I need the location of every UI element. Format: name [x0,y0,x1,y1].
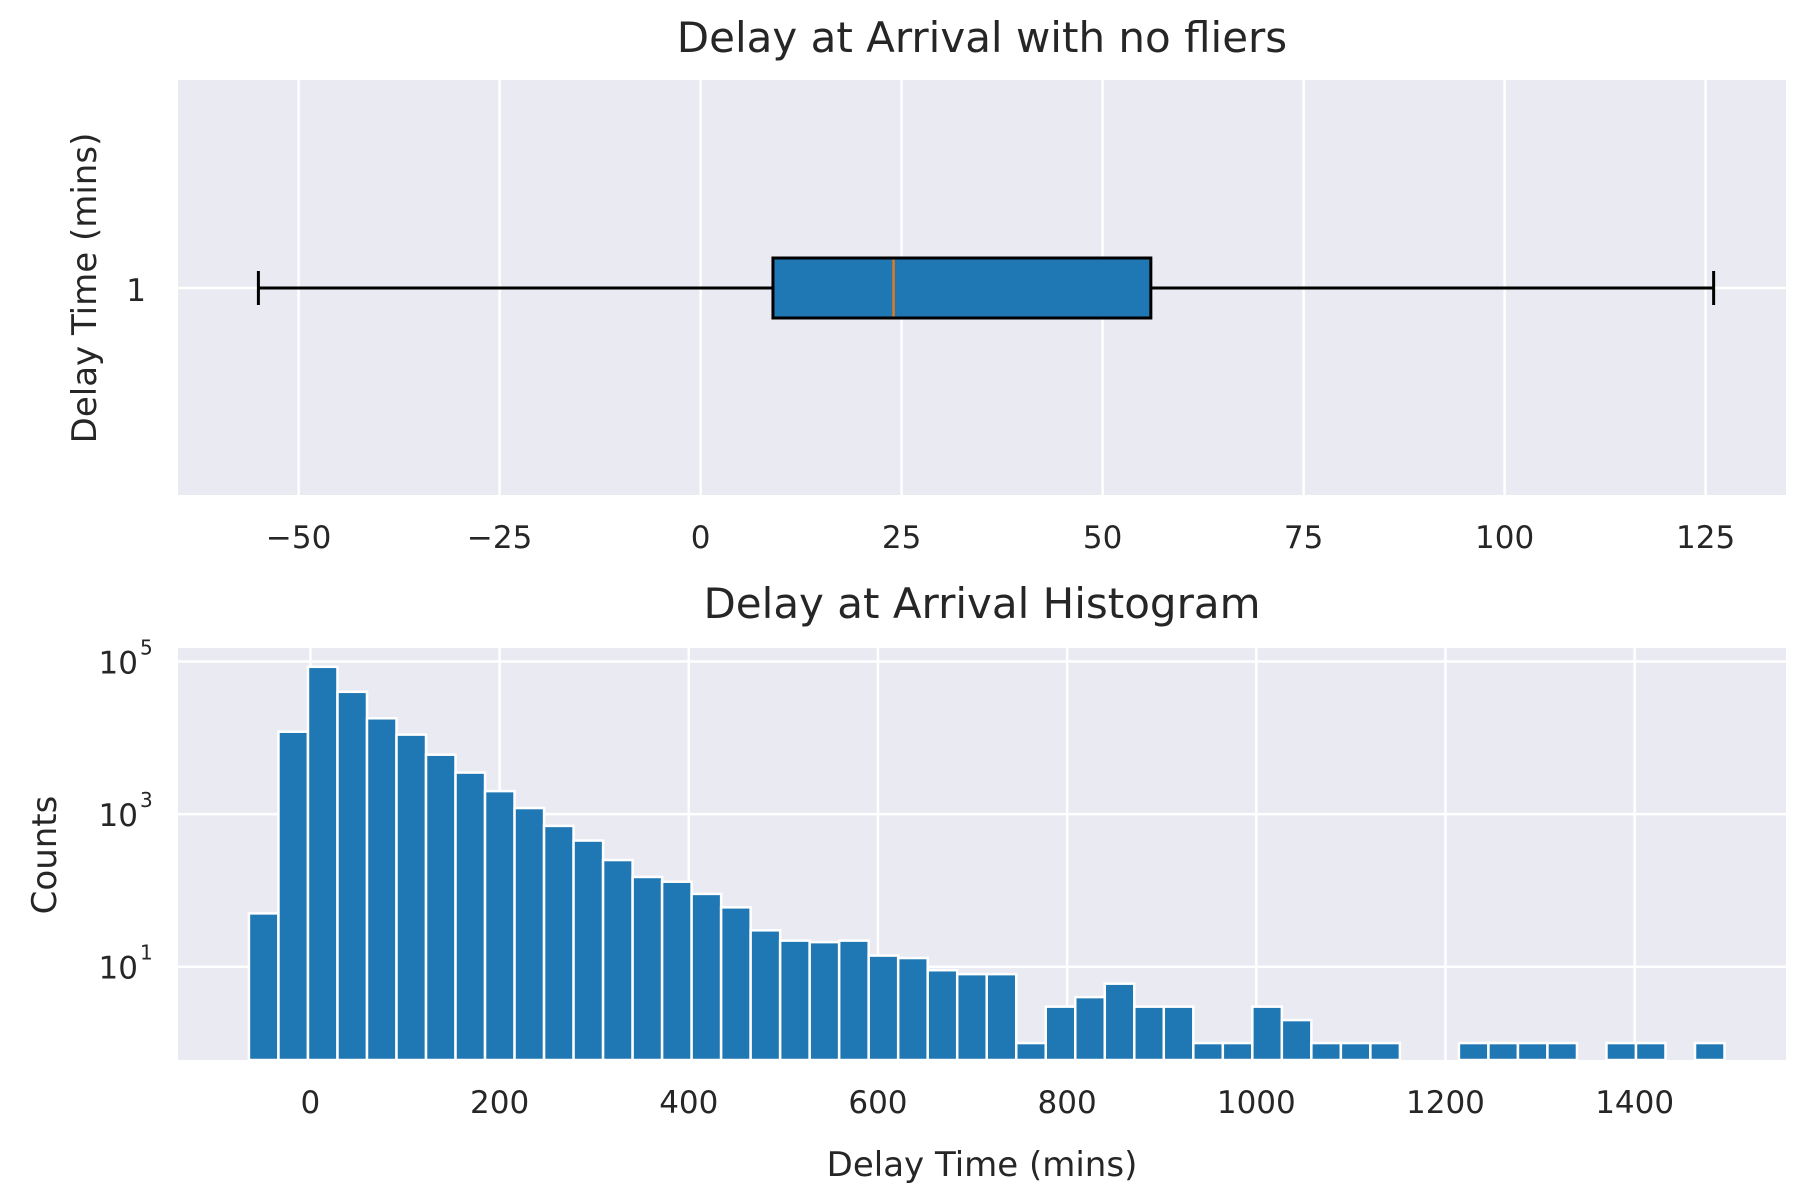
histogram-bar [1280,1018,1313,1062]
histogram-y-tick-label: 10 [99,645,138,681]
histogram-x-tick-label: 800 [1038,1085,1097,1121]
histogram-bar [896,956,929,1062]
histogram-bar [483,789,516,1062]
histogram-bar [1251,1005,1284,1062]
histogram-title: Delay at Arrival Histogram [703,579,1260,628]
histogram-bar [1457,1041,1490,1062]
histogram-bar [778,939,811,1062]
boxplot-x-tick-label: 50 [1083,520,1122,556]
histogram-bar [1221,1041,1254,1062]
histogram-bar [365,717,398,1062]
histogram-bar [1133,1005,1166,1062]
boxplot-x-tick-label: −50 [266,520,331,556]
histogram-bar [572,839,605,1062]
boxplot-x-tick-label: 25 [882,520,921,556]
histogram-bar [1634,1041,1667,1062]
boxplot-x-tick-label: 75 [1284,520,1323,556]
histogram-bar [336,690,369,1062]
histogram-bar [660,880,693,1062]
histogram-bar [277,730,310,1062]
boxplot-y-axis-label: Delay Time (mins) [65,133,105,444]
histogram-x-tick-label: 1400 [1595,1085,1674,1121]
histogram-bar [1339,1041,1372,1062]
histogram-y-tick-label: 10 [99,798,138,834]
histogram-bar [1162,1005,1195,1062]
boxplot-title: Delay at Arrival with no fliers [677,13,1287,62]
histogram-y-tick-exponent: 5 [140,635,153,659]
histogram-y-tick-label: 10 [99,951,138,987]
histogram-x-tick-label: 1200 [1406,1085,1485,1121]
histogram-bar [1192,1041,1225,1062]
histogram-x-tick-label: 1000 [1217,1085,1296,1121]
histogram-bar [837,939,870,1062]
histogram-bar [1516,1041,1549,1062]
histogram-bar [1044,1005,1077,1062]
boxplot-x-tick-label: 100 [1475,520,1534,556]
boxplot-x-tick-label: 0 [691,520,711,556]
histogram-y-tick-exponent: 3 [140,788,153,812]
histogram-bar [985,972,1018,1062]
histogram-bar [424,753,457,1062]
histogram-bar [542,824,575,1062]
histogram-bar [601,858,634,1062]
boxplot-panel: −50 −25 0 25 50 75 100 125 1 Delay at Arrival w… [65,13,1786,556]
histogram-x-tick-label: 400 [659,1085,718,1121]
histogram-bar [306,665,339,1062]
histogram-bar [808,940,841,1062]
histogram-bar [867,954,900,1062]
histogram-x-tick-labels: 0 200 400 600 800 1000 1200 1400 [301,1085,1675,1121]
histogram-x-tick-label: 0 [301,1085,321,1121]
histogram-bar [1693,1041,1726,1062]
histogram-bar [926,968,959,1062]
histogram-bars [247,665,1726,1062]
boxplot-x-tick-label: −25 [467,520,532,556]
histogram-bar [631,875,664,1062]
histogram-bar [513,806,546,1062]
histogram-x-tick-label: 600 [848,1085,907,1121]
histogram-bar [1074,995,1107,1062]
boxplot-x-tick-labels: −50 −25 0 25 50 75 100 125 [266,520,1735,556]
boxplot-x-tick-label: 125 [1676,520,1735,556]
boxplot-category-tick-label: 1 [126,273,146,309]
boxplot-box [256,256,1716,320]
histogram-x-axis-label: Delay Time (mins) [827,1145,1138,1185]
histogram-bar [719,906,752,1062]
histogram-bar [1103,982,1136,1062]
histogram-bar [454,771,487,1062]
histogram-bar [1369,1041,1402,1062]
histogram-bar [1546,1041,1579,1062]
histogram-bar [395,733,428,1062]
histogram-x-tick-label: 200 [470,1085,529,1121]
boxplot-iqr-box [771,256,1153,320]
histogram-bar [955,972,988,1062]
histogram-bar [690,892,723,1062]
histogram-bar [1310,1041,1343,1062]
histogram-bar [1014,1041,1048,1062]
histogram-bar [1487,1041,1520,1062]
histogram-bar [1605,1041,1638,1062]
histogram-y-tick-exponent: 1 [140,941,153,965]
histogram-bar [247,912,280,1062]
histogram-bar [749,929,782,1062]
histogram-y-axis-label: Counts [25,796,65,915]
